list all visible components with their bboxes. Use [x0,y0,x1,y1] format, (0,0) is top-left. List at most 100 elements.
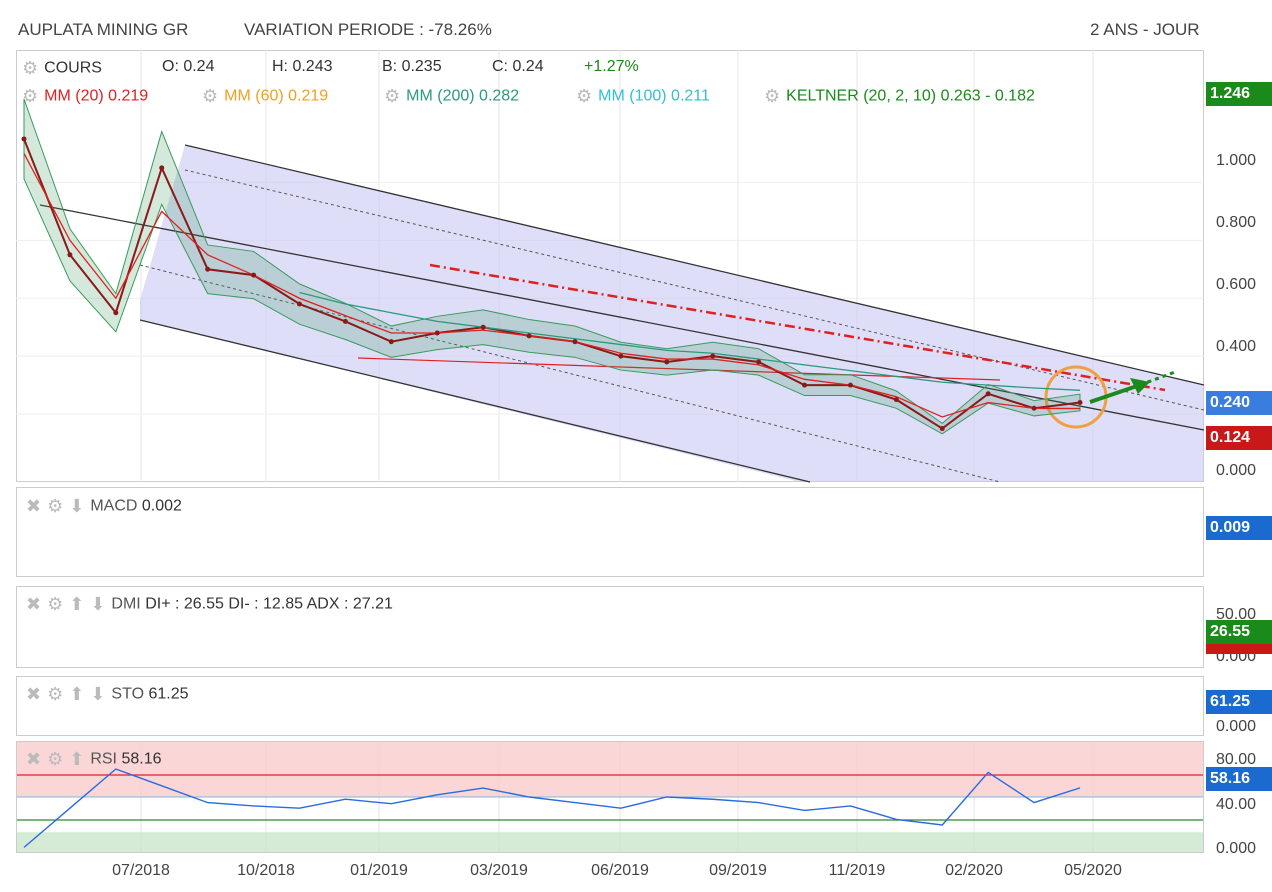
dmi-badge: 26.55 [1206,620,1272,644]
arrow-up-icon[interactable]: ⬆ [69,749,85,769]
gear-icon[interactable]: ⚙ [47,684,64,704]
rsi-tick: 80.00 [1215,751,1256,768]
close-icon[interactable]: ✖ [26,594,42,614]
x-tick: 01/2019 [350,862,408,879]
price-point [251,272,257,278]
sto-badge: 61.25 [1206,690,1272,714]
rsi-value: 58.16 [121,750,162,768]
period-variation: VARIATION PERIODE : -78.26% [244,20,492,39]
price-point [388,339,394,345]
price-tick: 0.400 [1215,338,1256,355]
gear-icon[interactable]: ⚙ [22,86,39,106]
price-point [939,426,945,432]
period-selector[interactable]: 2 ANS - JOUR [1090,20,1200,39]
sto-panel [16,676,1204,736]
resistance-line [429,263,1166,392]
gear-icon[interactable]: ⚙ [764,86,781,106]
price-point [985,391,991,397]
x-tick: 07/2018 [112,862,170,879]
macd-badge: 0.009 [1206,516,1272,540]
rsi-line [23,768,1081,848]
x-tick: 10/2018 [237,862,295,879]
dmi-values: DI+ : 26.55 DI- : 12.85 ADX : 27.21 [145,595,393,613]
x-tick: 11/2019 [828,862,886,879]
price-point [526,333,532,339]
arrow-down-icon[interactable]: ⬇ [69,496,85,516]
keltner-value: 0.263 - 0.182 [940,87,1035,105]
gear-icon[interactable]: ⚙ [47,496,64,516]
price-series [21,98,1083,435]
last-price-badge: 0.240 [1206,391,1272,415]
trend-arrow-dashed [1139,370,1176,387]
price-point [296,301,302,307]
gear-icon[interactable]: ⚙ [47,594,64,614]
series-line-1 [23,153,1081,418]
series-line-2 [299,291,1081,391]
price-point [67,252,73,258]
price-point [847,382,853,388]
channel-dotted [184,169,1205,411]
company-name: AUPLATA MINING GR [18,20,189,39]
quote-open: O: 0.24 [162,58,215,75]
macd-label: MACD [90,497,138,515]
price-tick: 0.000 [1215,462,1256,479]
price-tick: 0.600 [1215,276,1256,293]
arrow-up-icon[interactable]: ⬆ [69,684,85,704]
quote-low: B: 0.235 [382,58,442,75]
arrow-up-icon[interactable]: ⬆ [69,594,85,614]
price-point [756,359,762,365]
mm200-value: 0.282 [479,87,520,105]
price-point [1077,399,1083,405]
price-point [802,382,808,388]
dmi-label: DMI [111,595,141,613]
price-point [434,330,440,336]
low-price-badge: 0.124 [1206,426,1272,450]
rsi-label: RSI [90,750,117,768]
dmi-panel [16,586,1204,668]
gear-icon[interactable]: ⚙ [384,86,401,106]
mm60-label: MM (60) [224,87,284,105]
x-tick: 09/2019 [709,862,767,879]
gear-icon[interactable]: ⚙ [22,58,39,78]
x-tick: 06/2019 [591,862,649,879]
gear-icon[interactable]: ⚙ [202,86,219,106]
channel-dotted [139,264,1001,483]
macd-panel [16,487,1204,577]
arrow-down-icon[interactable]: ⬇ [90,594,106,614]
arrow-down-icon[interactable]: ⬇ [90,684,106,704]
sto-value: 61.25 [148,685,189,703]
mm20-value: 0.219 [108,87,149,105]
mm20-label: MM (20) [44,87,104,105]
price-point [893,397,899,403]
channel-fill [140,145,1204,482]
price-tick: 0.800 [1215,214,1256,231]
dmi-tick: 50.00 [1215,606,1256,623]
price-point [1031,405,1037,411]
quote-label: COURS [44,59,102,77]
price-point [342,318,348,324]
close-icon[interactable]: ✖ [26,684,42,704]
rsi-overbought-zone [16,741,1204,798]
close-icon[interactable]: ✖ [26,496,42,516]
gear-icon[interactable]: ⚙ [576,86,593,106]
mm200-label: MM (200) [406,87,475,105]
trend-arrow-head [1130,378,1150,394]
regression-channel [39,144,1205,483]
price-point [572,339,578,345]
rsi-oversold-zone [16,832,1204,853]
rsi-tick: 40.00 [1215,796,1256,813]
gear-icon[interactable]: ⚙ [47,749,64,769]
x-tick: 02/2020 [945,862,1003,879]
quote-change: +1.27% [584,58,639,75]
close-icon[interactable]: ✖ [26,749,42,769]
rsi-tick: 0.000 [1215,840,1256,857]
rsi-series [16,741,1204,853]
price-point [664,359,670,365]
x-tick: 05/2020 [1064,862,1122,879]
price-point [480,324,486,330]
price-point [205,266,211,272]
price-point [159,165,165,171]
channel-lower [139,319,811,483]
keltner-label: KELTNER (20, 2, 10) [786,87,937,105]
